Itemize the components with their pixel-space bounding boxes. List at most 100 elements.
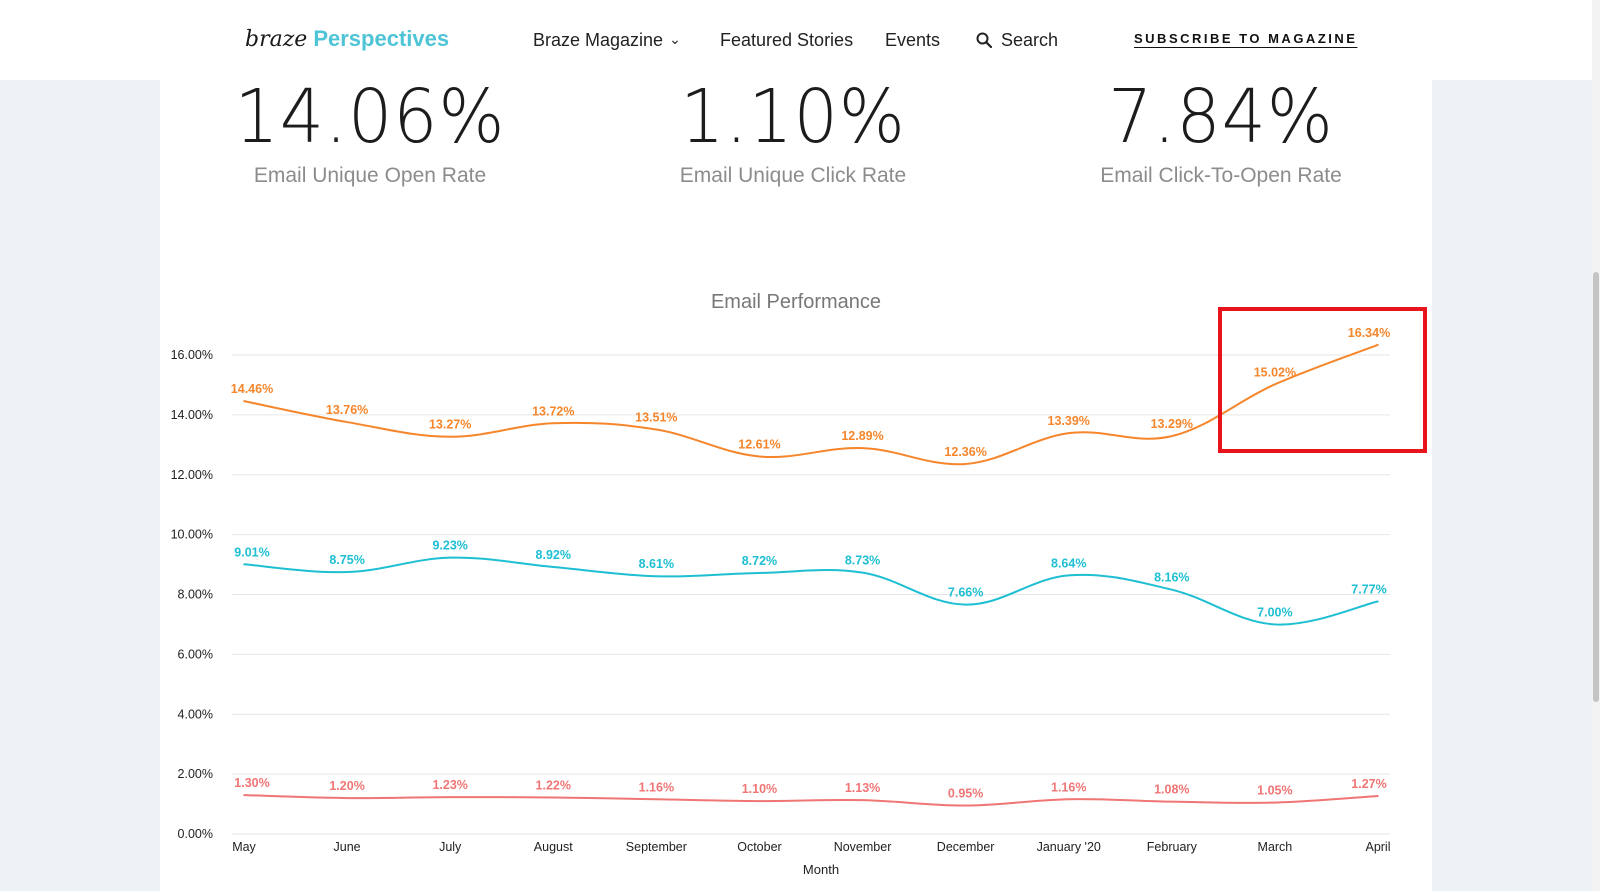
y-tick-label: 6.00%: [178, 647, 213, 661]
data-label-open_rate: 16.34%: [1348, 326, 1390, 340]
data-point-click_rate: [861, 799, 864, 801]
y-tick-label: 8.00%: [178, 588, 213, 602]
data-label-click_rate: 1.30%: [234, 776, 269, 790]
y-tick-label: 12.00%: [171, 468, 213, 482]
x-tick-label: October: [737, 840, 781, 854]
data-label-click_rate: 0.95%: [948, 787, 983, 801]
stat-cto-rate-value: 7.84%: [1108, 74, 1334, 160]
y-tick-label: 10.00%: [171, 528, 213, 542]
stat-open-rate-label: Email Unique Open Rate: [253, 164, 487, 187]
data-point-open_rate: [1067, 432, 1070, 434]
x-tick-label: August: [534, 840, 573, 854]
data-label-cto_rate: 8.73%: [845, 554, 880, 568]
braze-perspectives-logo[interactable]: braze Perspectives: [245, 26, 449, 52]
data-point-click_rate: [1171, 800, 1173, 803]
data-point-open_rate: [964, 463, 967, 465]
data-point-open_rate: [552, 422, 555, 425]
data-point-click_rate: [243, 794, 245, 796]
x-tick-label: January '20: [1037, 840, 1101, 854]
data-label-click_rate: 1.23%: [432, 778, 467, 792]
x-tick-label: June: [334, 840, 361, 854]
data-point-click_rate: [1274, 801, 1276, 804]
search-icon[interactable]: [976, 32, 992, 48]
data-point-click_rate: [964, 804, 967, 807]
data-point-cto_rate: [964, 603, 967, 606]
data-point-cto_rate: [655, 575, 658, 578]
data-label-cto_rate: 7.00%: [1257, 605, 1292, 619]
stat-click-rate: 1.10% Email Unique Click Rate: [643, 72, 943, 188]
top-navigation: braze Perspectives Braze Magazine ⌄ Featur…: [0, 0, 1592, 80]
stat-open-rate-value: 14.06%: [234, 74, 506, 160]
data-point-cto_rate: [449, 556, 451, 559]
y-tick-label: 4.00%: [178, 707, 213, 721]
chart-x-axis-label: Month: [803, 862, 839, 877]
data-label-click_rate: 1.10%: [742, 782, 777, 796]
data-label-open_rate: 13.72%: [532, 404, 574, 418]
data-point-cto_rate: [758, 572, 761, 574]
data-label-cto_rate: 9.23%: [432, 539, 467, 553]
data-label-click_rate: 1.22%: [536, 778, 571, 792]
x-tick-label: April: [1365, 840, 1390, 854]
chart-data-labels: 14.46% 13.76% 13.27% 13.72% 13.51% 12.61% 12.8…: [231, 326, 1390, 801]
data-label-open_rate: 13.29%: [1151, 417, 1193, 431]
data-label-click_rate: 1.20%: [329, 779, 364, 793]
data-point-open_rate: [758, 455, 761, 458]
stat-click-rate-label: Email Unique Click Rate: [679, 164, 907, 187]
nav-featured-stories[interactable]: Featured Stories: [720, 30, 854, 50]
data-point-click_rate: [552, 796, 555, 799]
data-point-click_rate: [1377, 795, 1379, 797]
logo-braze-wordmark: braze: [245, 27, 308, 52]
x-tick-label: February: [1147, 840, 1198, 854]
data-point-open_rate: [1377, 344, 1379, 346]
data-point-cto_rate: [861, 571, 864, 574]
x-tick-label: September: [626, 840, 687, 854]
data-point-cto_rate: [1274, 623, 1276, 626]
data-label-cto_rate: 8.75%: [329, 553, 364, 567]
data-label-open_rate: 13.27%: [429, 418, 471, 432]
chart-x-axis: May June July August September October Novembe…: [232, 840, 1390, 854]
data-label-cto_rate: 8.16%: [1154, 571, 1189, 585]
page-scrollbar-thumb[interactable]: [1593, 272, 1599, 702]
data-point-cto_rate: [1171, 588, 1173, 591]
data-label-click_rate: 1.16%: [639, 780, 674, 794]
data-point-click_rate: [758, 800, 761, 802]
content-card: [160, 80, 1432, 891]
data-point-click_rate: [449, 796, 451, 798]
data-point-open_rate: [1171, 435, 1173, 437]
data-label-open_rate: 15.02%: [1254, 365, 1296, 379]
email-performance-chart: Email Performance 0.00% 2.00% 4.00% 6.00% 8.…: [171, 291, 1391, 877]
data-label-click_rate: 1.13%: [845, 781, 880, 795]
data-point-cto_rate: [1067, 574, 1070, 577]
data-label-open_rate: 14.46%: [231, 382, 273, 396]
nav-braze-magazine[interactable]: Braze Magazine ⌄: [533, 30, 681, 51]
x-tick-label: November: [834, 840, 892, 854]
data-point-open_rate: [655, 428, 658, 431]
data-label-cto_rate: 7.66%: [948, 586, 983, 600]
chart-series-lines: [243, 343, 1379, 807]
data-label-click_rate: 1.05%: [1257, 784, 1292, 798]
data-point-cto_rate: [243, 563, 245, 566]
data-point-click_rate: [655, 798, 658, 801]
data-label-open_rate: 12.61%: [738, 437, 780, 451]
nav-search[interactable]: Search: [1001, 30, 1059, 50]
x-tick-label: July: [439, 840, 462, 854]
series-line-cto_rate: [243, 556, 1379, 626]
logo-perspectives-wordmark: Perspectives: [313, 26, 450, 51]
y-tick-label: 16.00%: [171, 348, 213, 362]
data-point-cto_rate: [552, 566, 555, 568]
data-point-open_rate: [449, 435, 451, 438]
stat-click-rate-value: 1.10%: [680, 74, 906, 160]
data-label-cto_rate: 8.92%: [536, 548, 571, 562]
x-tick-label: May: [232, 840, 256, 854]
series-line-click_rate: [243, 794, 1379, 807]
stat-cto-rate: 7.84% Email Click-To-Open Rate: [1071, 72, 1371, 188]
stat-open-rate: 14.06% Email Unique Open Rate: [220, 72, 520, 188]
data-label-cto_rate: 8.64%: [1051, 556, 1086, 570]
x-tick-label: March: [1258, 840, 1293, 854]
data-point-open_rate: [243, 400, 245, 402]
data-point-open_rate: [1274, 383, 1276, 386]
subscribe-to-magazine-link[interactable]: SUBSCRIBE TO MAGAZINE: [1134, 31, 1358, 46]
data-label-cto_rate: 9.01%: [234, 545, 269, 559]
data-label-open_rate: 13.51%: [635, 411, 677, 425]
nav-events[interactable]: Events: [885, 30, 941, 50]
